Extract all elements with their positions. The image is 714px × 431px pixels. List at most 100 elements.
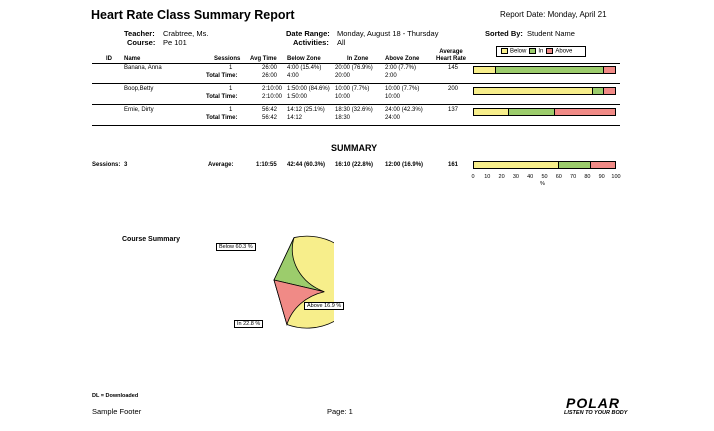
summary-above: 12:00 (16.9%) bbox=[385, 162, 424, 168]
sorted-by-value: Student Name bbox=[527, 29, 575, 38]
student-below-zone: 14:12 (25.1%) bbox=[287, 107, 325, 113]
axis-tick-label: 30 bbox=[512, 174, 519, 180]
axis-tick-label: 100 bbox=[611, 174, 621, 180]
col-below: Below Zone bbox=[287, 56, 321, 62]
pie-label-above: Above 16.9 % bbox=[304, 302, 345, 310]
student-avg-hr: 137 bbox=[448, 107, 459, 113]
summary-avg-time: 1:10:55 bbox=[256, 162, 277, 168]
student-in-zone: 10:00 (7.7%) bbox=[335, 86, 370, 92]
report-title: Heart Rate Class Summary Report bbox=[91, 8, 295, 22]
summary-axis: 0 10 20 30 40 50 60 70 80 90 100 bbox=[469, 174, 621, 188]
student-avg-hr: 145 bbox=[448, 65, 459, 71]
axis-tick-label: 0 bbox=[471, 174, 475, 180]
page-number: Page: 1 bbox=[327, 407, 353, 416]
total-above: 2:00 bbox=[385, 73, 397, 79]
axis-tick-label: 50 bbox=[541, 174, 548, 180]
total-above: 10:00 bbox=[385, 94, 401, 100]
total-below: 14:12 bbox=[287, 115, 303, 121]
brand-tagline: LISTEN TO YOUR BODY bbox=[564, 410, 628, 416]
summary-below: 42:44 (60.3%) bbox=[287, 162, 326, 168]
total-time-label: Total Time: bbox=[206, 94, 238, 100]
total-below: 4:00 bbox=[287, 73, 299, 79]
activities-value: All bbox=[337, 38, 346, 47]
axis-tick-label: 90 bbox=[598, 174, 605, 180]
col-avg-time: Avg Time bbox=[250, 56, 277, 62]
activities-label: Activities: bbox=[293, 38, 329, 47]
student-sessions: 1 bbox=[229, 107, 233, 113]
pie-slice-in bbox=[273, 237, 325, 293]
below-segment bbox=[474, 67, 496, 73]
total-time-label: Total Time: bbox=[206, 115, 238, 121]
above-segment bbox=[591, 162, 615, 168]
col-above: Above Zone bbox=[385, 56, 420, 62]
total-below: 1:50:00 bbox=[287, 94, 308, 100]
row-divider bbox=[92, 104, 620, 105]
total-in: 20:00 bbox=[335, 73, 351, 79]
summary-zone-bar bbox=[473, 161, 616, 169]
col-avg-hr: Average Heart Rate bbox=[436, 49, 467, 62]
summary-title: SUMMARY bbox=[331, 143, 378, 153]
total-time: 2:10:00 bbox=[262, 94, 283, 100]
above-swatch bbox=[546, 48, 554, 55]
student-in-zone: 18:30 (32.6%) bbox=[335, 107, 373, 113]
axis-tick-label: 80 bbox=[584, 174, 591, 180]
header-rule bbox=[92, 63, 620, 64]
teacher-label: Teacher: bbox=[124, 29, 155, 38]
in-segment bbox=[495, 67, 605, 73]
student-sessions: 1 bbox=[229, 86, 233, 92]
row-divider bbox=[92, 83, 620, 84]
in-swatch bbox=[529, 48, 537, 55]
col-id: ID bbox=[106, 56, 112, 62]
above-segment bbox=[604, 88, 615, 94]
summary-sessions-label: Sessions: bbox=[92, 162, 121, 168]
student-above-zone: 10:00 (7.7%) bbox=[385, 86, 420, 92]
polar-logo: POLAR LISTEN TO YOUR BODY bbox=[564, 395, 630, 417]
axis-tick-label: 60 bbox=[555, 174, 562, 180]
student-name: Banana, Anna bbox=[124, 65, 162, 71]
footer-legend-note: DL = Downloaded bbox=[92, 393, 139, 399]
total-in: 10:00 bbox=[335, 94, 351, 100]
col-sessions: Sessions bbox=[214, 56, 241, 62]
summary-avg-hr: 161 bbox=[448, 162, 459, 168]
brand-name: POLAR bbox=[566, 395, 620, 411]
report-date: Report Date: Monday, April 21 bbox=[500, 10, 607, 19]
student-below-zone: 4:00 (15.4%) bbox=[287, 65, 322, 71]
pie-label-in: In 22.8 % bbox=[234, 320, 264, 328]
total-time: 56:42 bbox=[262, 115, 278, 121]
axis-tick-label: 40 bbox=[527, 174, 534, 180]
zone-legend: Below In Above bbox=[496, 46, 586, 57]
student-zone-bar bbox=[473, 66, 616, 74]
axis-tick-label: 20 bbox=[498, 174, 505, 180]
in-segment bbox=[509, 109, 556, 115]
student-name: Ernie, Dirty bbox=[124, 107, 154, 113]
total-time-label: Total Time: bbox=[206, 73, 238, 79]
above-segment bbox=[604, 67, 615, 73]
student-sessions: 1 bbox=[229, 65, 233, 71]
summary-sessions: 3 bbox=[124, 162, 128, 168]
below-segment bbox=[474, 88, 594, 94]
student-below-zone: 1:50:00 (84.6%) bbox=[287, 86, 330, 92]
legend-in: In bbox=[538, 48, 544, 55]
pie-slice-above bbox=[273, 279, 325, 326]
total-time: 26:00 bbox=[262, 73, 278, 79]
student-name: Boop,Betty bbox=[124, 86, 154, 92]
below-segment bbox=[474, 162, 560, 168]
course-value: Pe 101 bbox=[163, 38, 187, 47]
summary-average-label: Average: bbox=[208, 162, 234, 168]
axis-tick-label: 70 bbox=[570, 174, 577, 180]
student-avg-hr: 200 bbox=[448, 86, 459, 92]
date-range-value: Monday, August 18 - Thursday bbox=[337, 29, 439, 38]
course-label: Course: bbox=[127, 38, 156, 47]
summary-in: 16:10 (22.8%) bbox=[335, 162, 374, 168]
above-segment bbox=[555, 109, 615, 115]
legend-above: Above bbox=[555, 48, 573, 55]
in-segment bbox=[593, 88, 605, 94]
below-segment bbox=[474, 109, 510, 115]
col-name: Name bbox=[124, 56, 141, 62]
student-avg-time: 26:00 bbox=[262, 65, 278, 71]
legend-below: Below bbox=[510, 48, 527, 55]
student-zone-bar bbox=[473, 108, 616, 116]
student-in-zone: 20:00 (76.9%) bbox=[335, 65, 373, 71]
chart-title: Course Summary bbox=[122, 236, 180, 243]
col-in: In Zone bbox=[347, 56, 369, 62]
